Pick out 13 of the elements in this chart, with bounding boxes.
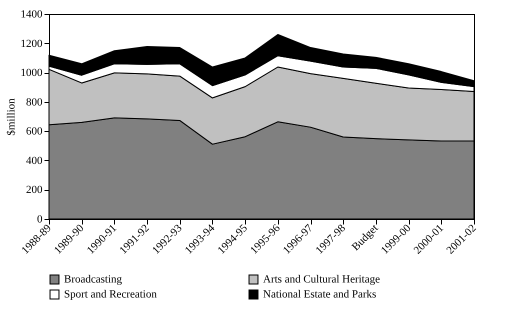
y-tick-label: 800 [26,96,43,108]
y-tick-label: 1200 [20,38,43,50]
y-tick-label: 600 [26,126,43,138]
y-axis-title: $million [6,98,18,136]
y-tick-label: 200 [26,184,43,196]
legend-label: Arts and Cultural Heritage [263,274,380,286]
y-tick-label: 400 [26,154,43,167]
legend-label: Broadcasting [64,274,123,286]
legend-label: National Estate and Parks [263,288,376,300]
y-tick-label: 0 [37,214,43,226]
y-tick-label: 1000 [20,67,43,80]
y-tick-label: 1400 [20,8,43,20]
legend-label: Sport and Recreation [64,288,158,300]
